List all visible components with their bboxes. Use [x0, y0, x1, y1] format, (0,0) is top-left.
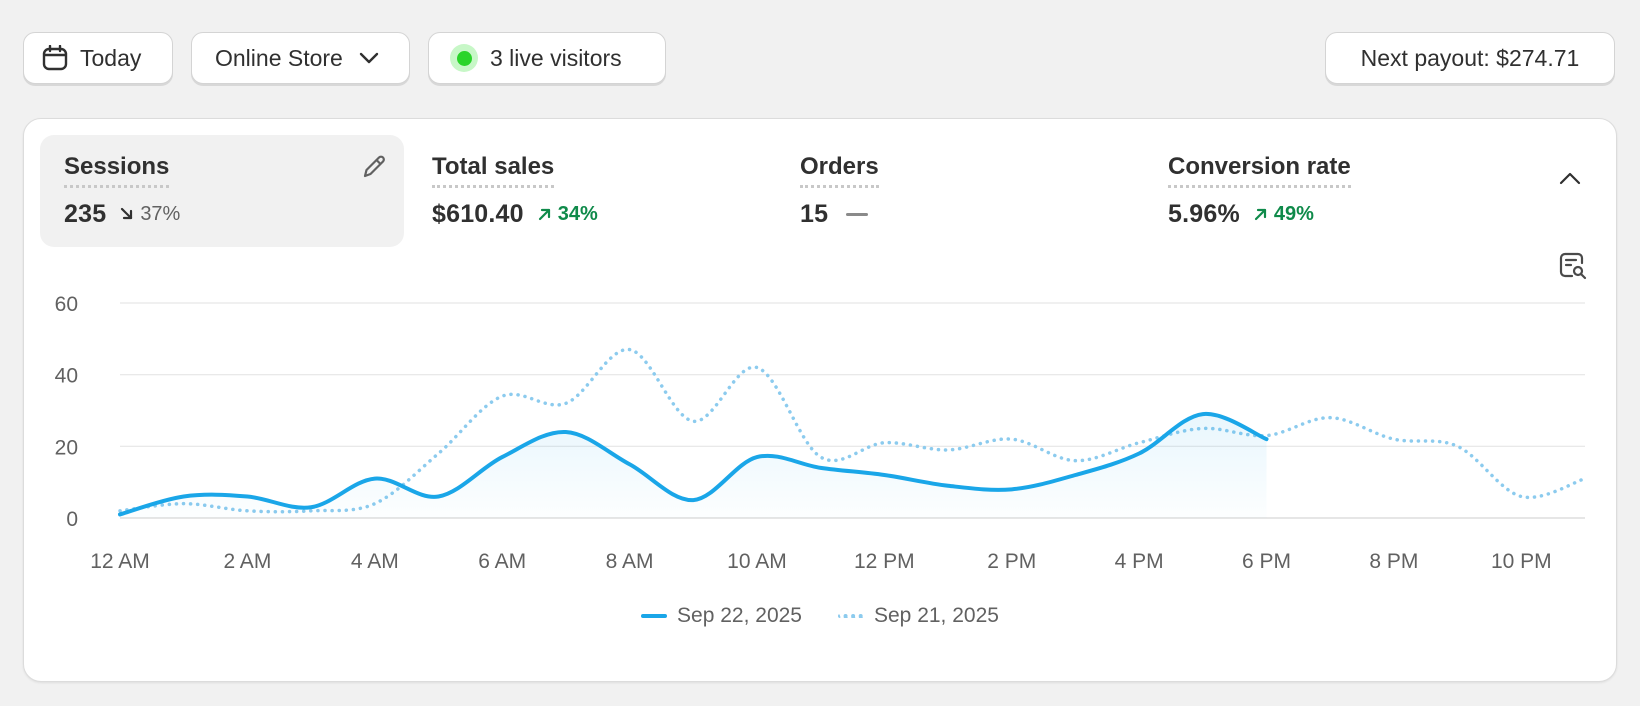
y-tick-label: 20 [55, 436, 78, 459]
live-visitors-label: 3 live visitors [490, 44, 622, 71]
legend-swatch [838, 614, 864, 618]
metric-value: 15 [800, 199, 829, 228]
metric-value: 5.96% [1168, 199, 1240, 228]
x-tick-label: 10 AM [727, 550, 787, 573]
x-tick-label: 8 PM [1369, 550, 1418, 573]
next-payout-button[interactable]: Next payout: $274.71 [1325, 32, 1615, 84]
metric-total-sales[interactable]: Total sales $610.40 34% [408, 135, 772, 247]
metric-value: $610.40 [432, 199, 524, 228]
x-tick-label: 2 PM [987, 550, 1036, 573]
metric-delta: 49% [1254, 203, 1314, 226]
metric-title: Sessions [64, 153, 170, 188]
chart-legend: Sep 22, 2025 Sep 21, 2025 [0, 604, 1640, 628]
analytics-card: Sessions 235 37% Total sales $610.40 [23, 118, 1617, 682]
metric-delta: 34% [538, 203, 598, 226]
metric-conversion-rate[interactable]: Conversion rate 5.96% 49% [1144, 135, 1508, 247]
x-tick-label: 4 AM [351, 550, 399, 573]
channel-label: Online Store [215, 44, 343, 71]
x-tick-label: 6 PM [1242, 550, 1291, 573]
search-report-icon[interactable] [1558, 251, 1588, 281]
legend-item-current[interactable]: Sep 22, 2025 [641, 604, 802, 628]
arrow-up-right-icon [538, 208, 550, 221]
y-tick-label: 0 [66, 508, 78, 531]
chevron-down-icon [359, 52, 379, 64]
legend-label: Sep 22, 2025 [677, 604, 802, 627]
metric-delta: 37% [120, 203, 180, 226]
x-tick-label: 4 PM [1115, 550, 1164, 573]
x-tick-label: 2 AM [223, 550, 271, 573]
series-line-current [118, 412, 1269, 517]
arrow-down-right-icon [121, 207, 133, 220]
no-change-icon [846, 212, 869, 216]
next-payout-label: Next payout: $274.71 [1360, 44, 1580, 71]
y-tick-label: 60 [55, 293, 78, 316]
legend-item-comparison[interactable]: Sep 21, 2025 [838, 604, 999, 628]
metric-title: Total sales [432, 153, 555, 188]
series-area [120, 413, 1267, 518]
calendar-icon [42, 45, 68, 71]
date-range-label: Today [80, 44, 142, 71]
live-indicator-icon [450, 44, 478, 72]
metric-sessions[interactable]: Sessions 235 37% [40, 135, 404, 247]
metric-title: Orders [800, 153, 879, 188]
channel-select[interactable]: Online Store [191, 32, 410, 84]
pencil-icon[interactable] [360, 153, 388, 181]
metric-value: 235 [64, 199, 107, 228]
x-tick-label: 12 AM [90, 550, 150, 573]
x-tick-label: 6 AM [478, 550, 526, 573]
live-visitors-button[interactable]: 3 live visitors [428, 32, 666, 84]
x-tick-label: 10 PM [1491, 550, 1552, 573]
date-range-button[interactable]: Today [23, 32, 173, 84]
arrow-up-right-icon [1254, 208, 1266, 221]
legend-label: Sep 21, 2025 [874, 604, 999, 627]
metric-title: Conversion rate [1168, 153, 1351, 188]
x-tick-label: 8 AM [606, 550, 654, 573]
x-tick-label: 12 PM [854, 550, 915, 573]
y-tick-label: 40 [55, 365, 78, 388]
chevron-up-icon[interactable] [1559, 171, 1581, 185]
metric-orders[interactable]: Orders 15 [776, 135, 1140, 247]
legend-swatch [641, 614, 668, 618]
